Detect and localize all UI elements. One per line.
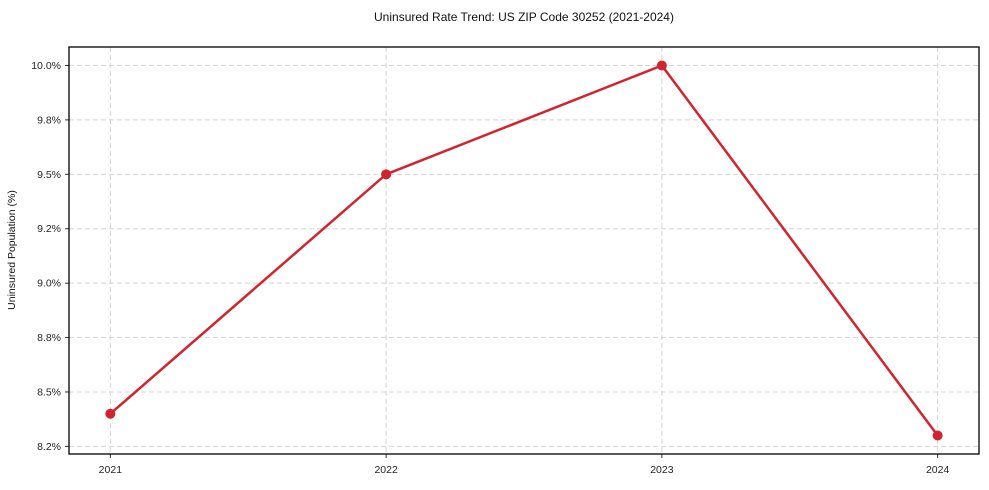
axes-spines: [68, 46, 980, 455]
y-tick-label: 8.8%: [37, 332, 61, 344]
y-tick-label: 9.5%: [37, 169, 61, 181]
data-point-2024: [932, 430, 943, 441]
x-tick-label: 2021: [99, 464, 123, 476]
y-tick-label: 9.8%: [37, 114, 61, 126]
y-axis-label: Uninsured Population (%): [6, 190, 18, 310]
axes-layer: 8.2% 8.5% 8.8% 9.0% 9.2% 9.5% 9.8% 10.0% 2021 202…: [31, 46, 980, 476]
x-tick-label: 2024: [926, 464, 950, 476]
y-tick-label: 10.0%: [31, 60, 61, 72]
trend-line: [109, 64, 939, 437]
grid-layer: [69, 47, 979, 454]
data-point-2023: [656, 60, 667, 71]
data-point-2022: [381, 169, 392, 180]
x-tick-label: 2023: [650, 464, 674, 476]
data-point-2021: [105, 408, 116, 419]
x-tick-label: 2022: [374, 464, 398, 476]
y-tick-label: 9.0%: [37, 278, 61, 290]
y-tick-label: 9.2%: [37, 223, 61, 235]
data-series-layer: [105, 60, 943, 441]
y-tick-label: 8.5%: [37, 386, 61, 398]
y-tick-label: 8.2%: [37, 441, 61, 453]
chart-title: Uninsured Rate Trend: US ZIP Code 30252 …: [374, 10, 674, 24]
